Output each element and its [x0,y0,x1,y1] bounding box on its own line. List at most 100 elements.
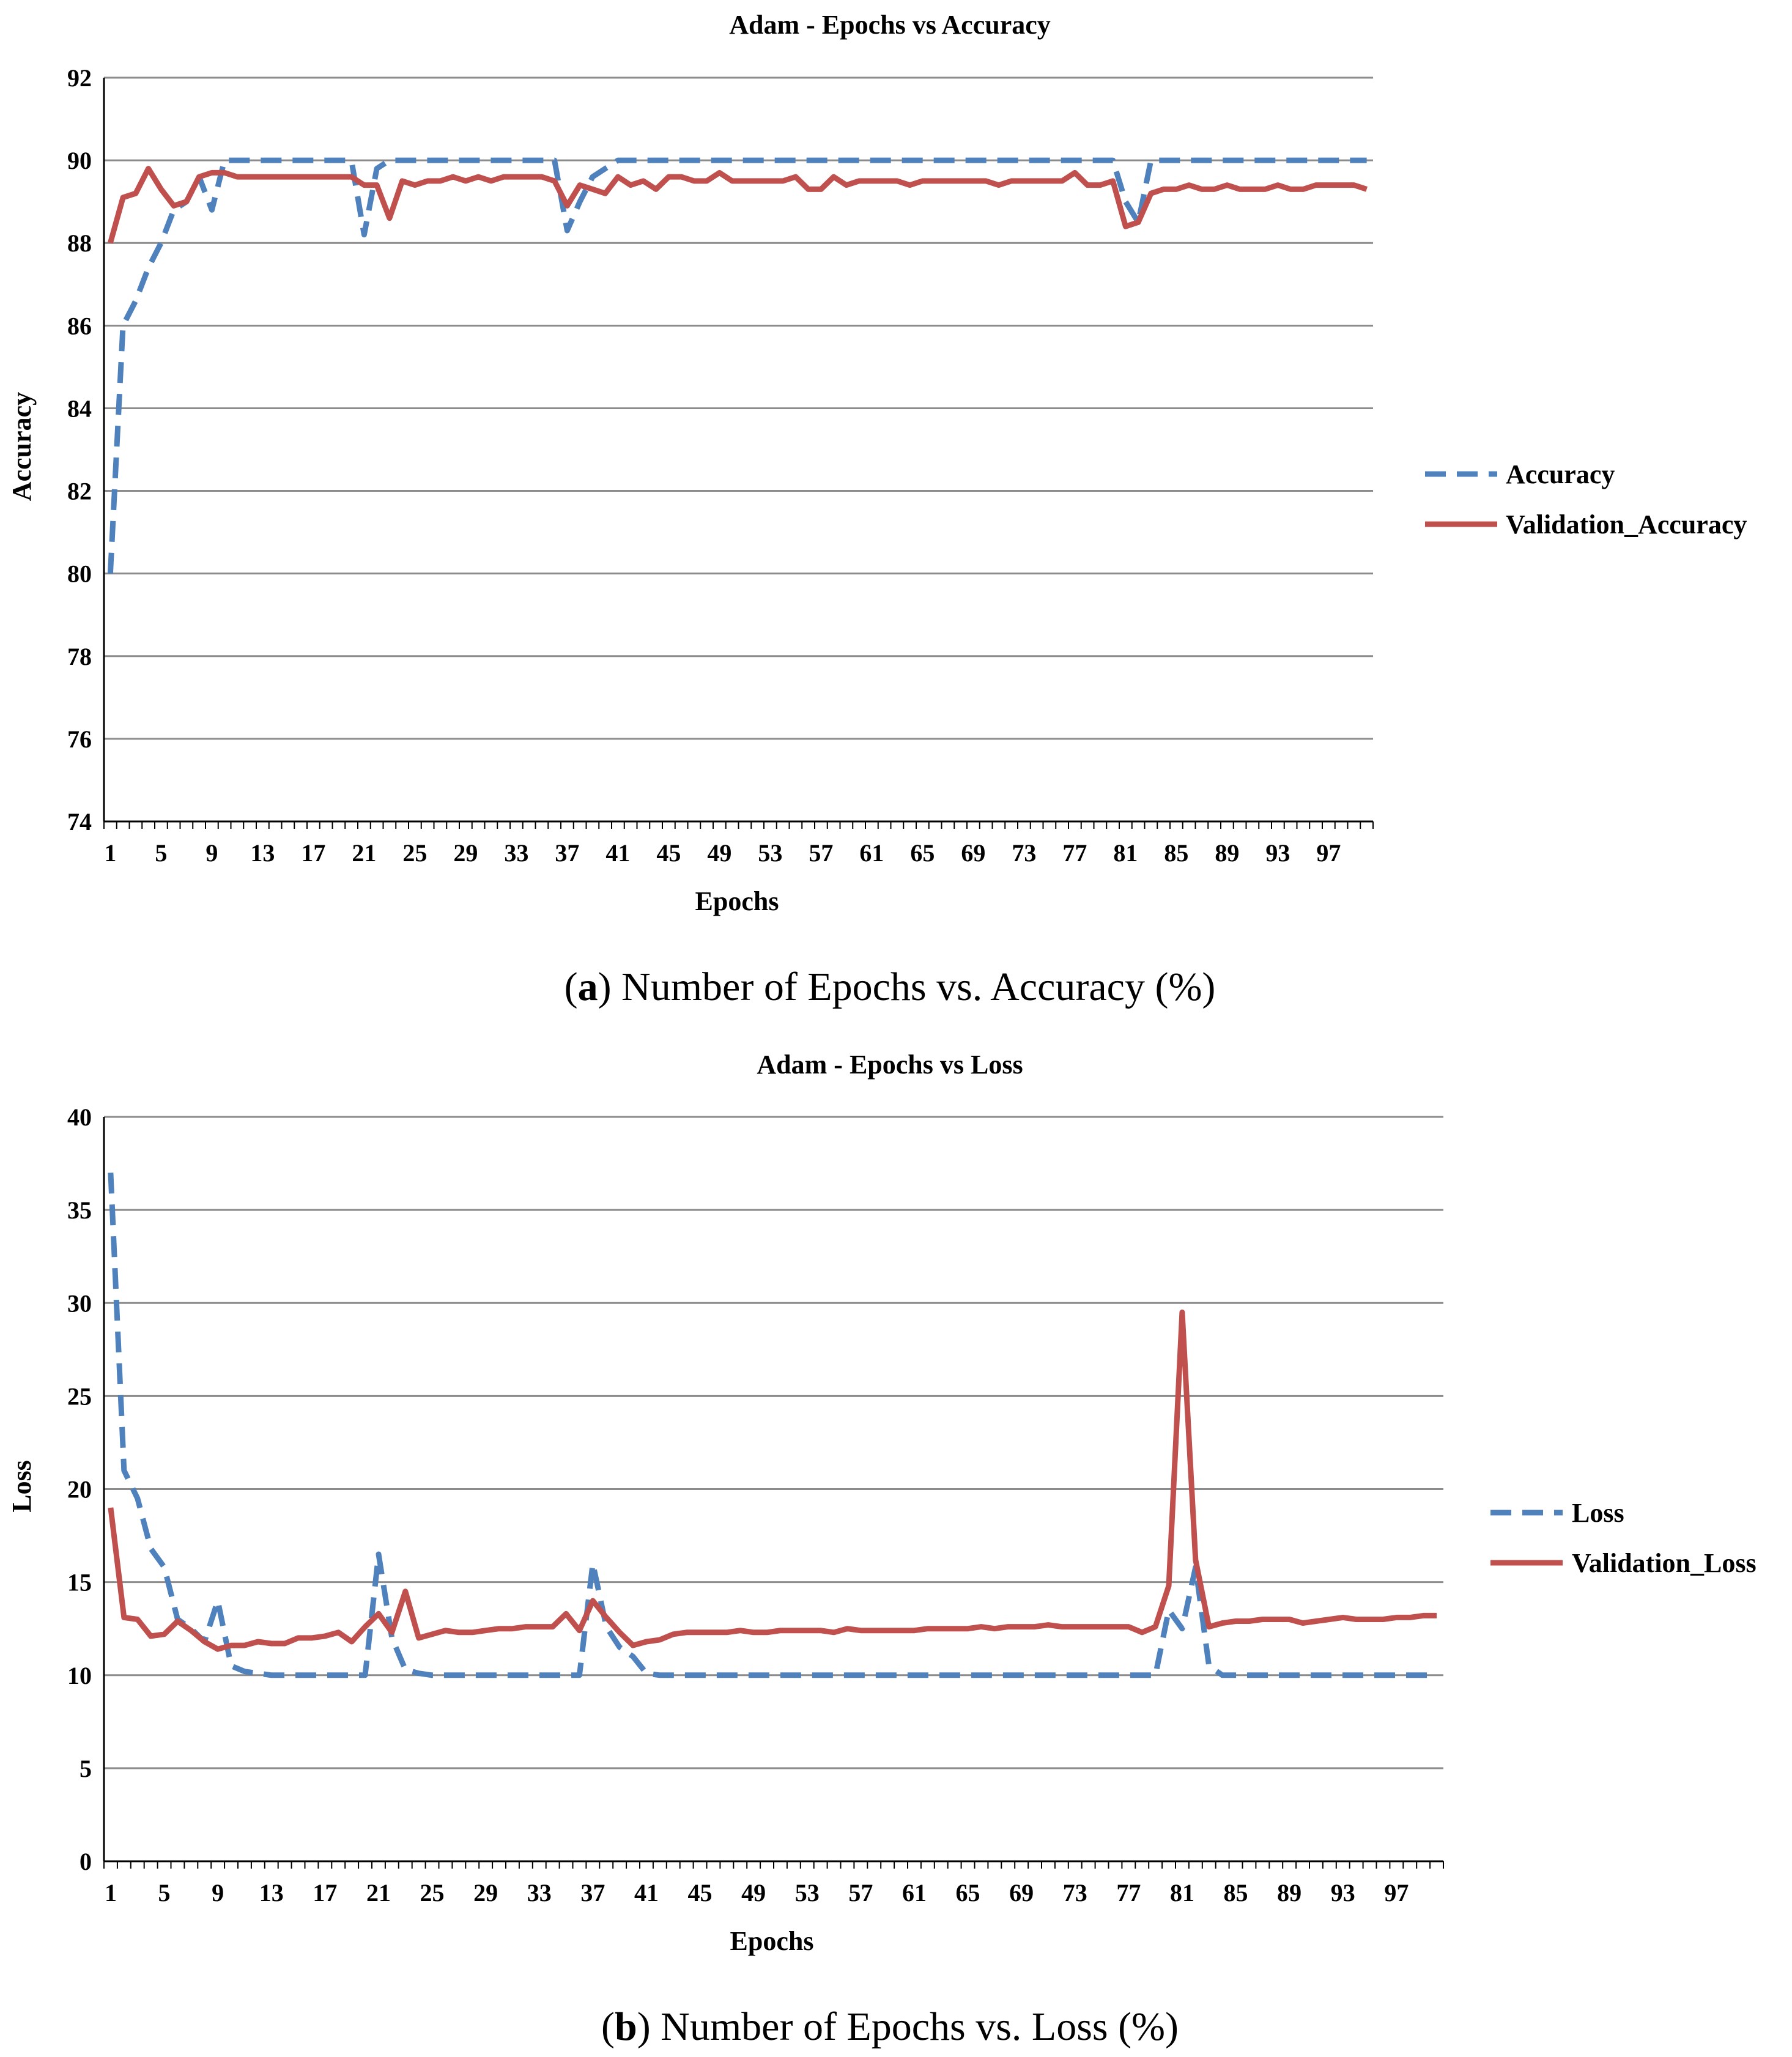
x-tick-label: 17 [301,839,325,867]
x-tick-label: 85 [1164,839,1188,867]
y-tick-label: 86 [67,312,92,339]
x-tick-label: 17 [313,1879,337,1907]
x-tick-label: 65 [910,839,935,867]
y-tick-label: 92 [67,64,92,92]
y-tick-label: 76 [67,725,92,753]
caption-a-letter: a [578,965,598,1009]
x-tick-label: 97 [1316,839,1341,867]
x-tick-label: 53 [758,839,782,867]
y-tick-label: 90 [67,147,92,174]
x-tick-label: 81 [1170,1879,1194,1907]
x-tick-label: 61 [859,839,884,867]
loss-x-tick-labels: 1 5 9 13 17 21 25 29 33 37 41 45 49 53 57 61 65 69 73 77 81 8… [105,1879,1409,1907]
legend-label-accuracy: Accuracy [1506,459,1615,489]
x-tick-label: 89 [1215,839,1239,867]
x-tick-label: 41 [634,1879,659,1907]
x-tick-label: 33 [527,1879,552,1907]
y-tick-label: 25 [67,1382,92,1410]
loss-y-axis-label: Loss [7,1460,37,1513]
caption-b-prefix: ( [601,2004,615,2049]
x-tick-label: 9 [205,839,218,867]
accuracy-x-axis-label: Epochs [695,886,779,916]
accuracy-x-tick-labels: 1 5 9 13 17 21 25 29 33 37 41 45 49 53 57 61 65 69 73 77 81 8… [104,839,1341,867]
x-tick-label: 93 [1265,839,1290,867]
y-tick-label: 15 [67,1569,92,1596]
caption-b-text: ) Number of Epochs vs. Loss (%) [637,2004,1179,2049]
accuracy-gridlines [103,76,1374,829]
x-tick-label: 89 [1277,1879,1301,1907]
y-tick-label: 35 [67,1196,92,1224]
loss-chart-title: Adam - Epochs vs Loss [757,1050,1023,1080]
x-tick-label: 45 [656,839,681,867]
caption-a-text: ) Number of Epochs vs. Accuracy (%) [598,965,1216,1009]
x-tick-label: 1 [105,1879,117,1907]
accuracy-series-line-validation-accuracy [108,166,1368,244]
x-tick-label: 57 [848,1879,873,1907]
x-tick-label: 33 [504,839,528,867]
y-tick-label: 84 [67,395,92,422]
loss-series-line-loss [108,1173,1437,1678]
accuracy-chart-title: Adam - Epochs vs Accuracy [729,10,1051,40]
x-tick-label: 5 [158,1879,171,1907]
accuracy-y-tick-labels: 74 76 78 80 82 84 86 88 90 92 [67,64,92,836]
x-tick-label: 21 [352,839,376,867]
x-tick-label: 5 [155,839,167,867]
y-tick-label: 40 [67,1103,92,1131]
y-tick-label: 88 [67,229,92,257]
x-tick-label: 77 [1062,839,1087,867]
x-tick-label: 97 [1384,1879,1409,1907]
x-tick-label: 13 [250,839,275,867]
x-tick-label: 81 [1113,839,1138,867]
y-tick-label: 0 [80,1848,92,1875]
caption-a-prefix: ( [565,965,578,1009]
caption-b: (b) Number of Epochs vs. Loss (%) [601,2004,1179,2049]
x-tick-label: 13 [259,1879,284,1907]
x-tick-label: 37 [555,839,579,867]
x-tick-label: 41 [605,839,630,867]
loss-x-axis-label: Epochs [730,1926,814,1956]
x-tick-label: 9 [212,1879,224,1907]
y-tick-label: 30 [67,1289,92,1317]
x-tick-label: 29 [473,1879,498,1907]
x-tick-label: 73 [1012,839,1036,867]
x-tick-label: 45 [688,1879,713,1907]
x-tick-label: 65 [956,1879,980,1907]
x-tick-label: 29 [453,839,478,867]
legend-label-validation-accuracy: Validation_Accuracy [1506,510,1747,539]
loss-legend: Loss Validation_Loss [1490,1498,1757,1578]
loss-gridlines [103,1116,1444,1869]
x-tick-label: 61 [902,1879,927,1907]
x-tick-label: 93 [1331,1879,1355,1907]
legend-label-validation-loss: Validation_Loss [1572,1548,1757,1578]
x-tick-label: 73 [1063,1879,1087,1907]
accuracy-chart: Adam - Epochs vs Accuracy 74 76 78 80 82 84 86… [7,10,1747,916]
y-tick-label: 78 [67,643,92,670]
y-tick-label: 5 [80,1755,92,1782]
y-tick-label: 10 [67,1662,92,1689]
loss-series-line-validation-loss [108,1310,1437,1652]
x-tick-label: 25 [402,839,427,867]
x-tick-label: 77 [1116,1879,1141,1907]
y-tick-label: 20 [67,1476,92,1503]
x-tick-label: 85 [1224,1879,1248,1907]
loss-plot-lines [108,1173,1437,1678]
x-tick-label: 21 [366,1879,391,1907]
loss-y-tick-labels: 0 5 10 15 20 25 30 35 40 [67,1103,92,1875]
y-tick-label: 82 [67,478,92,505]
accuracy-y-axis-label: Accuracy [7,392,37,501]
x-tick-label: 57 [809,839,833,867]
x-tick-label: 37 [580,1879,605,1907]
legend-label-loss: Loss [1572,1498,1624,1528]
x-tick-label: 1 [104,839,116,867]
y-tick-label: 74 [67,808,92,836]
caption-b-letter: b [615,2004,637,2049]
x-tick-label: 53 [795,1879,820,1907]
x-tick-label: 69 [961,839,985,867]
caption-a: (a) Number of Epochs vs. Accuracy (%) [565,965,1216,1009]
x-tick-label: 69 [1009,1879,1034,1907]
x-tick-label: 49 [741,1879,766,1907]
x-tick-label: 49 [707,839,731,867]
x-tick-label: 25 [420,1879,445,1907]
